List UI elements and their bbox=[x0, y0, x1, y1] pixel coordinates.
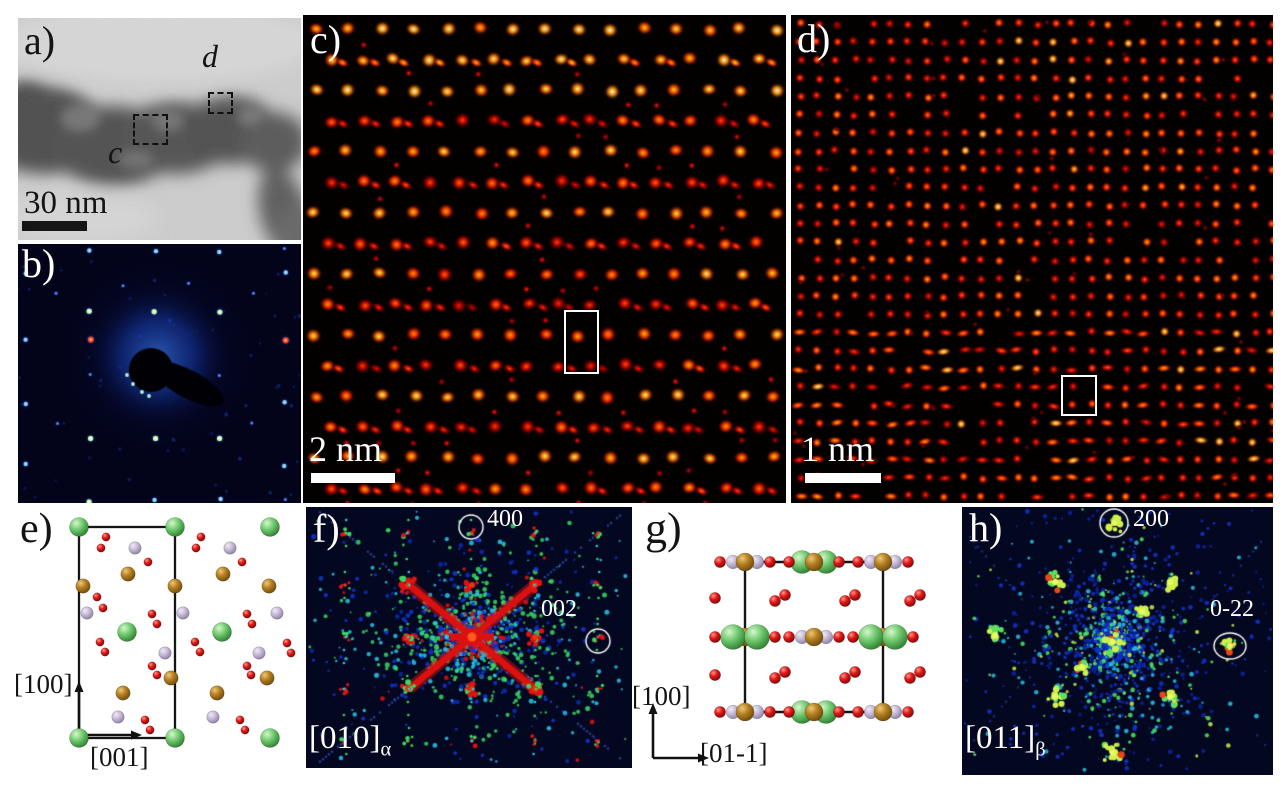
panel-a-letter: a) bbox=[24, 18, 56, 63]
panel-f-spot1: 400 bbox=[487, 506, 523, 532]
panel-b-letter: b) bbox=[22, 241, 56, 286]
panel-g-letter: g) bbox=[645, 504, 682, 553]
panel-a-scale-bar bbox=[22, 221, 87, 231]
panel-f-spot2: 002 bbox=[541, 596, 577, 622]
panel-h-zone: [011]β bbox=[965, 721, 1046, 761]
panel-g-structure bbox=[648, 550, 926, 763]
panel-h-fft bbox=[962, 507, 1273, 775]
panel-g-axis-h: [01-1] bbox=[700, 738, 768, 768]
panel-c-roi bbox=[564, 310, 599, 374]
panel-b-diffraction bbox=[18, 244, 301, 503]
panel-c-scale-text: 2 nm bbox=[309, 429, 383, 469]
panel-a-annot-c: c bbox=[108, 134, 123, 170]
panel-a-roi-d bbox=[208, 92, 233, 114]
panel-c-letter: c) bbox=[310, 17, 342, 62]
panel-h-spot1: 200 bbox=[1133, 506, 1169, 532]
panel-d-scale-bar bbox=[805, 473, 881, 483]
panel-e-axis-v: [100] bbox=[14, 669, 73, 699]
panel-d-scale-text: 1 nm bbox=[801, 429, 875, 469]
panel-h-spot2: 0-22 bbox=[1210, 596, 1254, 622]
panel-a-scale-text: 30 nm bbox=[24, 185, 108, 221]
panel-h-zone-sub: β bbox=[1035, 738, 1046, 761]
panel-e-structure bbox=[69, 517, 296, 748]
panel-f-zone-main: [010] bbox=[309, 720, 381, 756]
panel-e-axis-h: [001] bbox=[90, 742, 149, 772]
panel-d-roi bbox=[1061, 375, 1097, 416]
panel-h-letter: h) bbox=[969, 505, 1003, 550]
panel-e-letter: e) bbox=[20, 506, 53, 552]
panel-d-letter: d) bbox=[797, 16, 831, 61]
panel-f-zone: [010]α bbox=[309, 721, 391, 761]
panel-c-haadf bbox=[303, 15, 786, 503]
panel-f-fft bbox=[306, 507, 632, 768]
panel-a-annot-d: d bbox=[202, 38, 218, 74]
panel-f-zone-sub: α bbox=[380, 738, 392, 761]
panel-c-scale-bar bbox=[311, 473, 395, 483]
panel-a-roi-c bbox=[133, 114, 168, 145]
panel-f-letter: f) bbox=[313, 506, 340, 551]
panel-g-axis-v: [100] bbox=[632, 681, 691, 711]
panel-d-haadf bbox=[791, 15, 1273, 503]
panel-h-zone-main: [011] bbox=[965, 720, 1036, 756]
tem-noise-overlay bbox=[18, 18, 301, 240]
